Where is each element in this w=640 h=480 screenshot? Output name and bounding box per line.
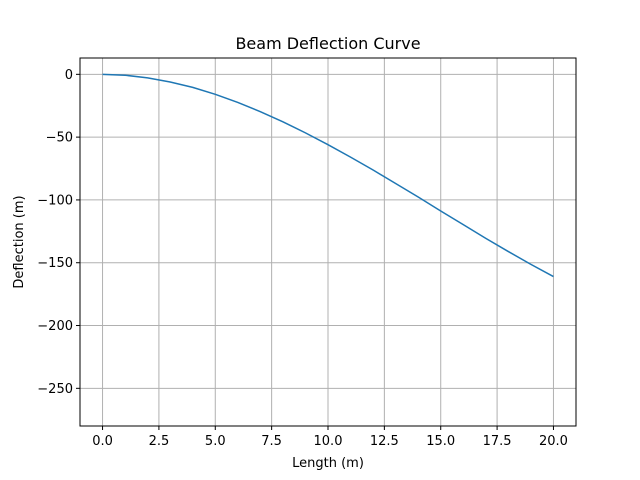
x-tick-label: 10.0 [314,434,343,449]
deflection-series-line [102,73,554,278]
x-tick-label: 2.5 [149,434,170,449]
y-tick-label: −50 [46,131,73,146]
y-tick-label: −100 [37,193,73,208]
x-tick-label: 17.5 [483,434,512,449]
x-axis-label: Length (m) [292,456,364,471]
x-tick-label: 5.0 [205,434,226,449]
chart-title: Beam Deflection Curve [235,34,420,53]
y-tick-label: −250 [37,382,73,397]
y-tick-label: −200 [37,319,73,334]
y-tick-label: 0 [65,68,73,83]
x-tick-label: 12.5 [370,434,399,449]
y-axis-label: Deflection (m) [12,195,27,288]
x-tick-label: 15.0 [426,434,455,449]
x-tick-label: 7.5 [261,434,282,449]
y-tick-label: −150 [37,256,73,271]
x-tick-label: 0.0 [92,434,113,449]
x-tick-label: 20.0 [539,434,568,449]
tick-layer: 0.0 2.5 5.0 7.5 10.0 12.5 15.0 17.5 20.0 0 −50 −100… [37,68,568,449]
grid-layer [80,58,576,426]
